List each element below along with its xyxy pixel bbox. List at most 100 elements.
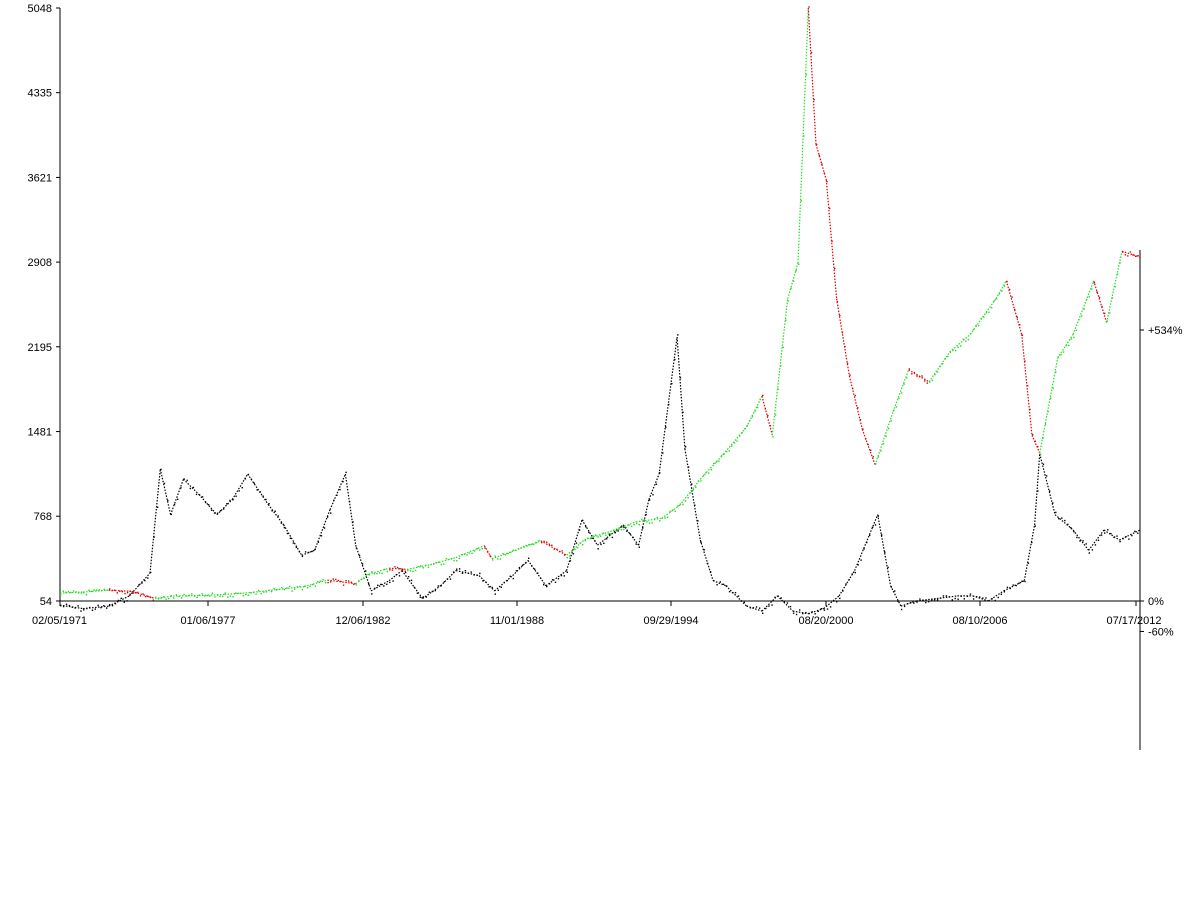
series-point [507, 552, 509, 555]
series-point [592, 535, 594, 537]
series-point [298, 551, 301, 553]
series-point [810, 51, 813, 54]
series-point [355, 584, 358, 586]
series-point [1137, 255, 1139, 257]
y-left-tick-label: 54 [40, 596, 52, 608]
series-point [597, 548, 599, 550]
series-point [703, 549, 705, 551]
series-point [774, 414, 777, 416]
series-point [224, 592, 226, 594]
series-point [214, 596, 216, 598]
series-point [234, 592, 237, 594]
series-point [332, 578, 334, 580]
series-point [491, 586, 493, 589]
series-point [308, 551, 310, 554]
series-segment [861, 429, 876, 466]
series-point [373, 573, 376, 575]
series-point [150, 571, 152, 574]
series-point [473, 574, 475, 576]
series-point [281, 587, 283, 589]
series-segment [874, 411, 894, 466]
series-point [98, 589, 100, 591]
series-point [160, 468, 162, 471]
series-point [960, 345, 962, 347]
series-segment [949, 333, 971, 353]
series-point [139, 595, 142, 597]
series-point [787, 300, 790, 302]
series-point [260, 592, 262, 595]
series-point [677, 505, 679, 507]
series-point [365, 570, 367, 572]
series-point [413, 586, 416, 589]
series-point [823, 172, 826, 174]
series-point [1052, 387, 1054, 389]
series-point [836, 601, 838, 603]
series-point [988, 311, 990, 313]
series-point [1088, 552, 1090, 554]
series-point [839, 597, 841, 600]
series-point [273, 587, 275, 590]
series-point [792, 280, 795, 282]
series-point [803, 135, 805, 137]
series-point [826, 180, 828, 183]
series-point [626, 530, 628, 532]
series-point [662, 452, 664, 454]
series-point [333, 499, 335, 501]
series-point [1006, 280, 1008, 283]
series-point [106, 607, 108, 609]
series-segment [807, 7, 817, 145]
series-point [939, 365, 941, 368]
series-point [512, 549, 514, 551]
series-point [746, 605, 748, 607]
series-point [301, 555, 304, 558]
series-point [88, 589, 90, 591]
series-point [659, 520, 661, 522]
series-point [540, 541, 543, 544]
series-point [669, 510, 671, 513]
series-point [422, 596, 424, 598]
series-point [91, 609, 94, 611]
series-point [309, 585, 311, 588]
series-point [504, 554, 507, 556]
series-segment [455, 545, 485, 559]
series-point [530, 543, 532, 545]
series-point [1070, 527, 1072, 529]
series-point [687, 497, 689, 499]
series-point [1068, 344, 1070, 347]
series-point [849, 374, 851, 376]
series-point [1114, 286, 1116, 288]
series-point [1079, 540, 1081, 542]
series-point [271, 510, 273, 512]
series-point [201, 593, 203, 595]
series-point [911, 373, 913, 375]
series-point [320, 535, 323, 537]
series-point [918, 376, 921, 378]
series-point [283, 588, 286, 591]
series-point [980, 317, 982, 320]
series-point [554, 581, 557, 583]
series-point [96, 589, 98, 591]
series-point [350, 581, 352, 583]
series-point [708, 472, 710, 474]
series-point [1014, 308, 1016, 311]
series-point [165, 598, 167, 600]
series-point [799, 609, 801, 611]
series-point [448, 558, 450, 561]
series-point [237, 592, 239, 594]
series-point [445, 557, 448, 560]
series-point [975, 324, 977, 327]
series-point [949, 351, 952, 354]
series-point [743, 601, 745, 604]
series-point [252, 591, 255, 594]
series-point [668, 403, 670, 406]
series-point [700, 541, 702, 543]
series-segment [344, 474, 357, 546]
series-point [758, 607, 761, 609]
series-point [1049, 490, 1051, 492]
series-segment [1034, 453, 1041, 525]
series-point [494, 555, 496, 557]
series-segment [916, 597, 937, 602]
series-point [86, 607, 88, 610]
series-point [716, 584, 718, 586]
series-point [614, 532, 616, 534]
